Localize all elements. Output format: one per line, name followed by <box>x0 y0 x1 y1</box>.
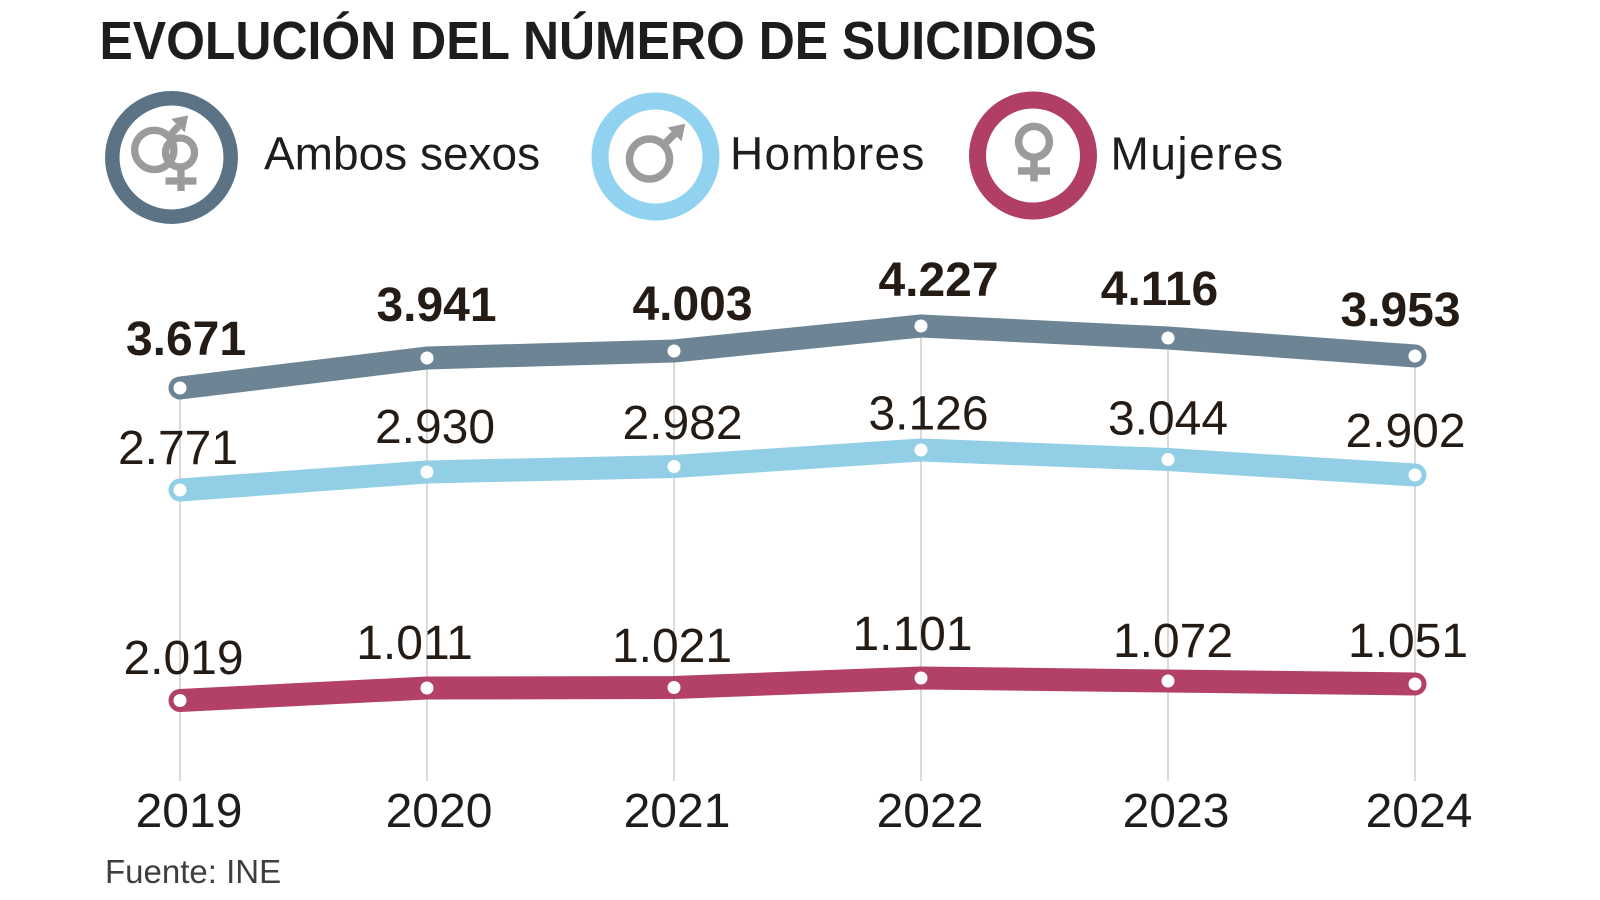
svg-text:2.019: 2.019 <box>123 632 243 685</box>
svg-text:2.902: 2.902 <box>1345 405 1465 458</box>
svg-text:3.671: 3.671 <box>126 313 246 366</box>
svg-text:2.982: 2.982 <box>622 397 742 450</box>
svg-text:1.051: 1.051 <box>1348 615 1468 668</box>
svg-text:1.021: 1.021 <box>612 620 732 673</box>
svg-text:4.003: 4.003 <box>632 278 752 331</box>
svg-text:2021: 2021 <box>624 785 731 838</box>
svg-text:2022: 2022 <box>877 785 984 838</box>
svg-text:4.116: 4.116 <box>1101 263 1218 316</box>
svg-text:1.011: 1.011 <box>356 617 473 670</box>
svg-text:2.930: 2.930 <box>375 401 495 454</box>
svg-text:2.771: 2.771 <box>118 422 238 475</box>
svg-text:Hombres: Hombres <box>730 128 926 180</box>
svg-text:4.227: 4.227 <box>878 254 998 307</box>
svg-text:EVOLUCIÓN DEL NÚMERO DE SUICID: EVOLUCIÓN DEL NÚMERO DE SUICIDIOS <box>100 11 1098 71</box>
svg-text:Fuente: INE: Fuente: INE <box>105 853 281 890</box>
svg-text:1.101: 1.101 <box>852 608 972 661</box>
svg-text:3.953: 3.953 <box>1340 284 1460 337</box>
svg-text:3.941: 3.941 <box>376 279 496 332</box>
svg-text:3.044: 3.044 <box>1108 393 1228 446</box>
svg-text:3.126: 3.126 <box>868 388 988 441</box>
svg-text:Mujeres: Mujeres <box>1111 128 1285 180</box>
svg-text:2023: 2023 <box>1123 785 1230 838</box>
svg-text:2019: 2019 <box>136 785 243 838</box>
svg-text:2020: 2020 <box>386 785 493 838</box>
svg-text:2024: 2024 <box>1366 785 1473 838</box>
svg-text:Ambos sexos: Ambos sexos <box>264 128 540 180</box>
svg-text:1.072: 1.072 <box>1113 615 1233 668</box>
